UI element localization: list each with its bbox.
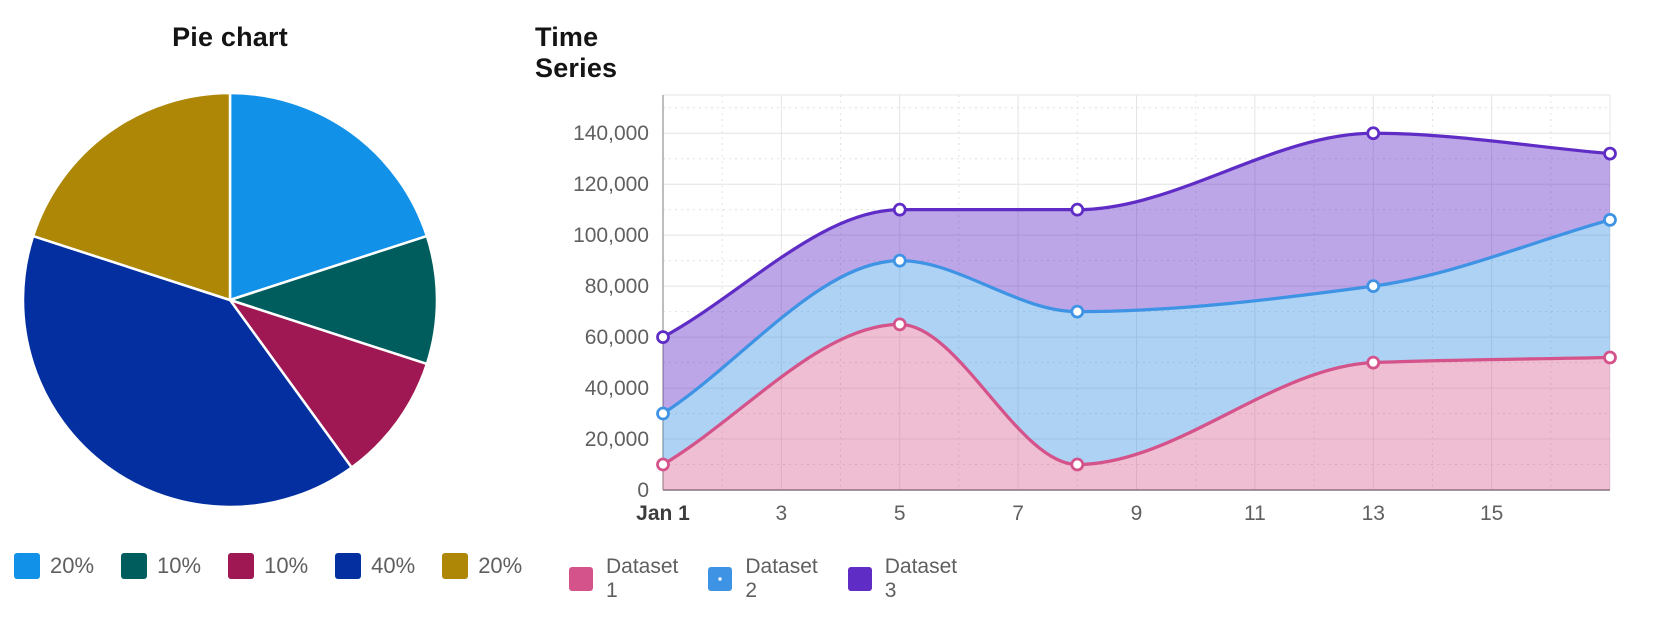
x-tick-label: 15: [1480, 502, 1503, 525]
axes: [662, 95, 1610, 491]
dataset-3-points: [656, 126, 1617, 344]
pie-slice-2-magenta-10%[interactable]: [228, 298, 429, 469]
pie-legend-label: 40%: [371, 553, 416, 578]
ts-legend-label: Dataset 1: [606, 555, 679, 602]
time-series-chart[interactable]: 0 20,000 40,000 60,000 80,000 100,000 120,000 1…: [535, 80, 1625, 540]
dataset-2-point-day-1[interactable]: [656, 406, 670, 421]
ts-legend-item-dataset-3[interactable]: Dataset 3: [847, 555, 958, 603]
dataset-3-point-day-5[interactable]: [892, 202, 907, 217]
ts-legend-swatch: [569, 567, 593, 591]
ts-legend-label: Dataset 2: [745, 555, 818, 602]
y-tick-label: 100,000: [573, 224, 649, 247]
dataset-3-line[interactable]: [661, 131, 1612, 339]
dataset-2-point-day-5[interactable]: [892, 253, 907, 268]
dataset-3-point-day-1[interactable]: [656, 330, 670, 344]
dataset-2-area[interactable]: [663, 219, 1610, 465]
dataset-2-point-day-13[interactable]: [1366, 279, 1381, 294]
pie-legend-swatch: [121, 553, 148, 579]
ts-legend-swatch: [708, 567, 733, 591]
ts-legend-label: Dataset 3: [884, 555, 958, 602]
dataset-1-points: [656, 317, 1617, 472]
x-tick-label: 3: [776, 502, 788, 525]
pie-legend-item-cyan[interactable]: 20%: [14, 553, 94, 579]
y-tick-label: 120,000: [573, 173, 649, 196]
pie-slice-1-teal-10%[interactable]: [228, 234, 439, 366]
gridlines: [663, 94, 1611, 490]
dataset-1-point-day-8[interactable]: [1070, 457, 1085, 472]
time-series-title: Time Series: [535, 22, 618, 83]
pie-slice-4-gold-20%[interactable]: [31, 91, 232, 302]
ts-legend-item-dataset-1[interactable]: Dataset 1: [569, 555, 678, 603]
pie-legend-label: 10%: [157, 553, 202, 578]
x-tick-label: 11: [1244, 502, 1266, 525]
y-tick-label: 60,000: [585, 326, 649, 349]
x-axis-labels: Jan 1 3 5 7 9 11 13 15: [636, 502, 1503, 525]
x-tick-label: 7: [1012, 502, 1024, 525]
pie-chart[interactable]: [10, 80, 450, 520]
pie-legend-swatch: [228, 553, 255, 579]
dataset-1-point-day-13[interactable]: [1366, 355, 1381, 370]
dataset-2-point-day-8[interactable]: [1070, 304, 1085, 319]
dataset-2-point-day-17[interactable]: [1603, 212, 1617, 227]
pie-legend-swatch: [14, 553, 40, 579]
pie-legend-swatch: [442, 553, 469, 579]
pie-slice-0-cyan-20%[interactable]: [228, 91, 429, 302]
y-tick-label: 80,000: [585, 275, 649, 298]
pie-legend-label: 10%: [264, 553, 309, 578]
pie-chart-title: Pie chart: [172, 22, 288, 52]
dataset-3-point-day-17[interactable]: [1603, 146, 1617, 161]
dataset-1-point-day-1[interactable]: [656, 457, 670, 472]
y-tick-label: 40,000: [585, 377, 649, 400]
pie-legend-swatch: [335, 553, 362, 579]
y-tick-label: 20,000: [585, 428, 649, 451]
pie-legend-item-gold[interactable]: 20%: [442, 553, 522, 579]
ts-legend-swatch: [847, 567, 872, 591]
time-series-legend: Dataset 1 Dataset 2 Dataset 3: [569, 555, 957, 603]
pie-slice-3-dark-blue-40%[interactable]: [21, 234, 353, 509]
dataset-3-point-day-8[interactable]: [1070, 202, 1085, 217]
y-tick-label: 0: [637, 479, 649, 502]
y-tick-label: 140,000: [573, 122, 649, 145]
pie-legend-label: 20%: [478, 553, 523, 578]
x-tick-label: 9: [1131, 502, 1143, 525]
pie-legend-item-teal[interactable]: 10%: [121, 553, 201, 579]
dataset-1-point-day-17[interactable]: [1603, 350, 1617, 365]
ts-legend-item-dataset-2[interactable]: Dataset 2: [708, 555, 818, 603]
x-tick-label: 5: [894, 502, 906, 525]
dataset-1-point-day-5[interactable]: [892, 317, 907, 332]
pie-legend: 20% 10% 10% 40% 20%: [14, 553, 522, 579]
x-tick-label: Jan 1: [636, 502, 690, 525]
pie-legend-item-magenta[interactable]: 10%: [228, 553, 308, 579]
dataset-2-points: [656, 212, 1617, 421]
y-axis-labels: 0 20,000 40,000 60,000 80,000 100,000 120,000 1…: [573, 122, 649, 502]
pie-legend-item-dark-blue[interactable]: 40%: [335, 553, 415, 579]
dataset-3-area[interactable]: [663, 133, 1610, 414]
x-tick-label: 13: [1362, 502, 1385, 525]
pie-legend-label: 20%: [50, 553, 95, 578]
dataset-3-point-day-13[interactable]: [1366, 126, 1381, 141]
